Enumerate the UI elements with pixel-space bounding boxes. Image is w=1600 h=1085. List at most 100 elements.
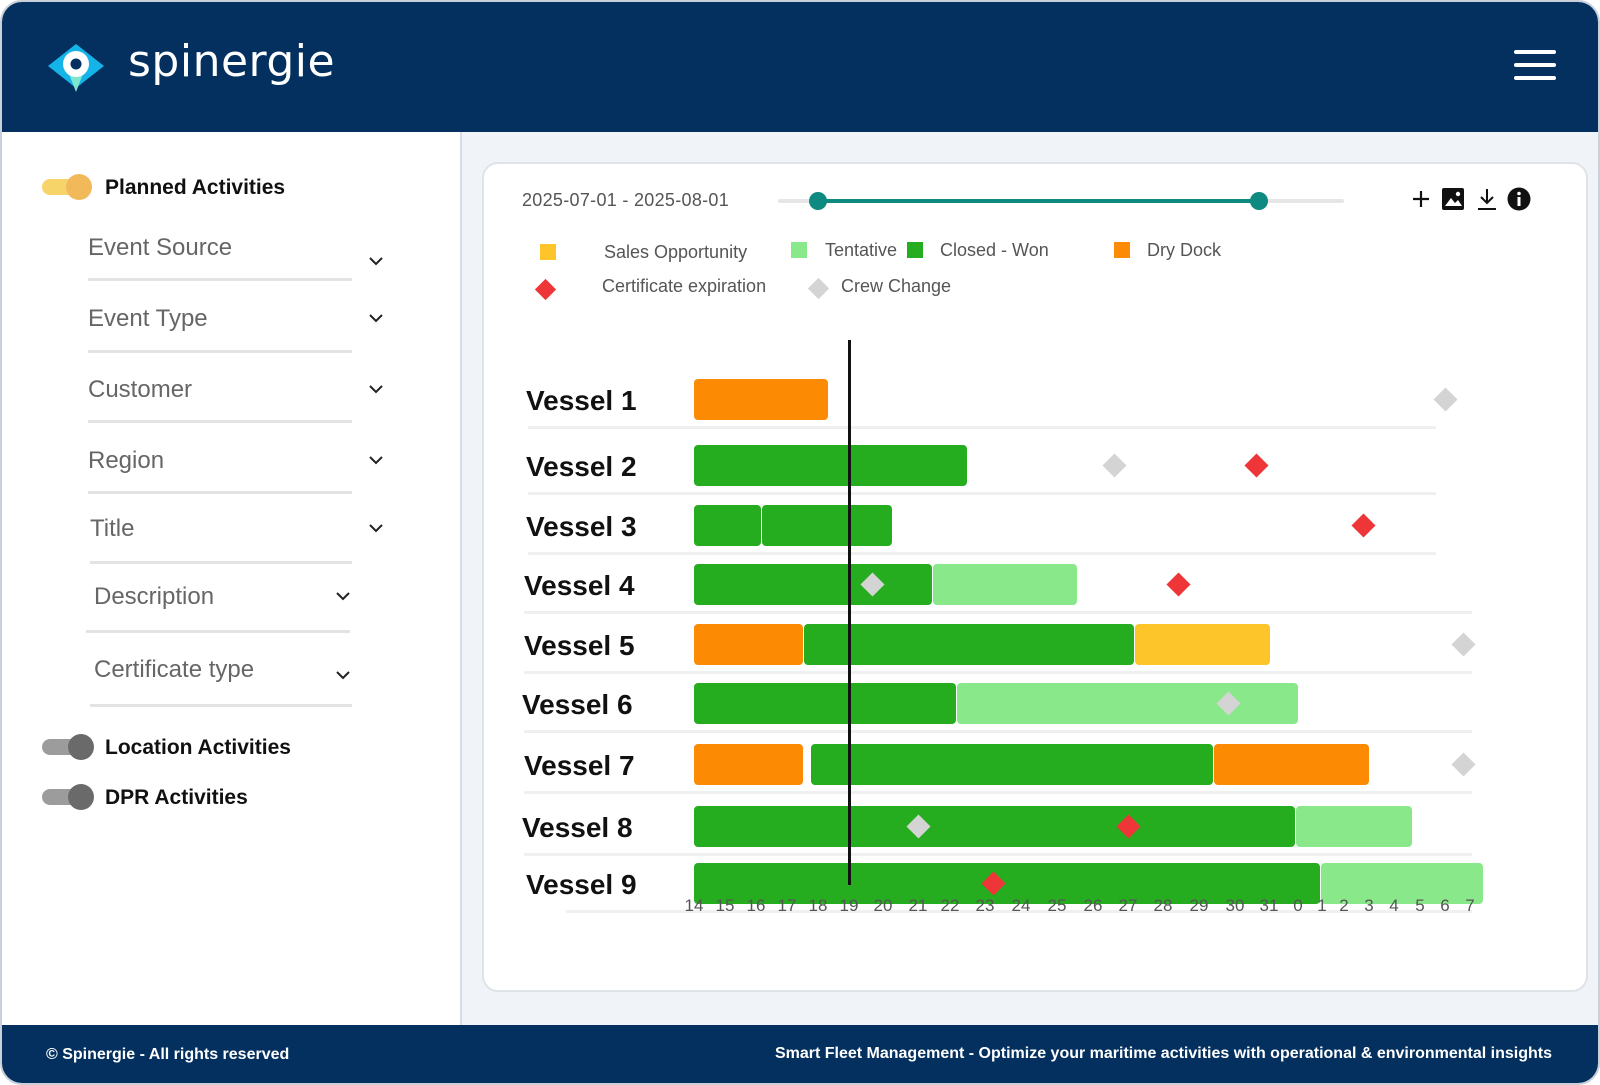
- x-axis-tick: 18: [808, 896, 828, 915]
- slider-start-handle[interactable]: [808, 192, 827, 210]
- location-activities-toggle[interactable]: [42, 734, 96, 760]
- footer-tagline: Smart Fleet Management - Optimize your m…: [774, 1045, 1552, 1062]
- today-marker-line: [847, 340, 851, 885]
- top-header: spinergie: [2, 2, 1598, 132]
- row-divider: [524, 611, 1472, 614]
- gantt-bar-dry-dock[interactable]: [694, 744, 804, 785]
- vessel-label: Vessel 7: [524, 750, 635, 781]
- gantt-bar-closed-won[interactable]: [694, 863, 1320, 904]
- filter-label: Event Source: [88, 234, 233, 261]
- gantt-bar-closed-won[interactable]: [694, 806, 1295, 847]
- legend-closed-won[interactable]: Closed - Won: [940, 240, 1049, 260]
- marker-certificate-expiration[interactable]: [1166, 572, 1191, 597]
- dpr-activities-toggle[interactable]: [42, 784, 96, 810]
- filter-event-source[interactable]: Event Source: [88, 228, 388, 281]
- footer-copyright: © Spinergie - All rights reserved: [46, 1046, 290, 1063]
- legend-crew-change[interactable]: Crew Change: [841, 276, 952, 296]
- vessel-label: Vessel 9: [526, 869, 637, 900]
- x-axis-tick: 22: [940, 896, 960, 915]
- gantt-bar-tentative[interactable]: [932, 564, 1078, 605]
- marker-certificate-expiration[interactable]: [1351, 513, 1376, 538]
- marker-certificate-expiration[interactable]: [1244, 453, 1269, 478]
- vessel-label: Vessel 3: [526, 511, 637, 542]
- gantt-card: 2025-07-01 - 2025-08-01: [482, 162, 1588, 992]
- x-axis-tick: 1: [1317, 896, 1327, 915]
- x-axis-tick: 27: [1118, 896, 1138, 915]
- marker-crew-change[interactable]: [1451, 632, 1476, 657]
- filter-region[interactable]: Region: [88, 441, 388, 494]
- gantt-bar-dry-dock[interactable]: [1213, 744, 1370, 785]
- filter-label: Title: [90, 515, 135, 542]
- brand-name: spinergie: [128, 36, 336, 87]
- filter-customer[interactable]: Customer: [88, 370, 388, 423]
- row-divider: [528, 492, 1436, 495]
- filter-label: Customer: [88, 376, 193, 403]
- gantt-bar-closed-won[interactable]: [694, 564, 932, 605]
- x-axis-tick: 2: [1339, 896, 1349, 915]
- vessel-label: Vessel 2: [526, 451, 637, 482]
- x-axis-tick: 15: [715, 896, 735, 915]
- x-axis-tick: 6: [1440, 896, 1450, 915]
- main-content: 2025-07-01 - 2025-08-01: [462, 132, 1598, 1025]
- marker-crew-change[interactable]: [1102, 453, 1127, 478]
- row-divider: [524, 791, 1472, 794]
- info-icon[interactable]: [1506, 186, 1532, 212]
- date-range-label: 2025-07-01 - 2025-08-01: [522, 190, 730, 210]
- legend-certificate-expiration[interactable]: Certificate expiration: [602, 276, 767, 296]
- row-divider: [528, 426, 1436, 429]
- filter-label: Certificate type: [94, 656, 255, 683]
- chevron-down-icon: [336, 592, 350, 601]
- slider-end-handle[interactable]: [1250, 192, 1269, 210]
- x-axis-tick: 26: [1083, 896, 1103, 915]
- marker-crew-change[interactable]: [1451, 752, 1476, 777]
- filter-event-type[interactable]: Event Type: [88, 299, 388, 353]
- vessel-label: Vessel 6: [522, 689, 633, 720]
- x-axis-tick: 25: [1047, 896, 1067, 915]
- row-divider: [524, 730, 1472, 733]
- row-divider: [524, 671, 1472, 674]
- filter-label: Description: [94, 583, 215, 610]
- x-axis-tick: 28: [1153, 896, 1173, 915]
- gantt-bar-dry-dock[interactable]: [694, 379, 829, 420]
- row-divider: [528, 552, 1436, 555]
- gantt-bar-tentative[interactable]: [957, 683, 1299, 724]
- zoom-in-plus-icon[interactable]: [1408, 186, 1434, 212]
- legend-swatch-tentative: [791, 242, 807, 258]
- chevron-down-icon: [369, 524, 383, 533]
- x-axis-tick: 5: [1415, 896, 1425, 915]
- legend-sales-opportunity[interactable]: Sales Opportunity: [604, 242, 748, 262]
- gantt-bar-tentative[interactable]: [1320, 863, 1484, 904]
- gantt-bar-closed-won[interactable]: [761, 505, 893, 546]
- gantt-bar-closed-won[interactable]: [811, 744, 1213, 785]
- date-range-slider[interactable]: [778, 192, 1344, 210]
- x-axis-tick: 16: [746, 896, 766, 915]
- vessel-label: Vessel 8: [522, 812, 633, 843]
- location-activities-label: Location Activities: [105, 736, 291, 759]
- gantt-bar-tentative[interactable]: [1295, 806, 1413, 847]
- filter-certificate-type[interactable]: Certificate type: [90, 650, 394, 707]
- image-export-icon[interactable]: [1440, 186, 1466, 212]
- gantt-bar-dry-dock[interactable]: [694, 624, 804, 665]
- planned-activities-label: Planned Activities: [105, 176, 286, 199]
- x-axis-tick: 23: [975, 896, 995, 915]
- vessel-label: Vessel 1: [526, 385, 637, 416]
- x-axis-tick: 7: [1465, 896, 1475, 915]
- gantt-bar-closed-won[interactable]: [804, 624, 1135, 665]
- x-axis-tick: 24: [1011, 896, 1031, 915]
- x-axis-tick: 17: [777, 896, 797, 915]
- x-axis-tick: 29: [1189, 896, 1209, 915]
- gantt-bar-closed-won[interactable]: [694, 505, 761, 546]
- marker-crew-change[interactable]: [1433, 387, 1458, 412]
- planned-activities-toggle[interactable]: [42, 174, 96, 200]
- legend-dry-dock[interactable]: Dry Dock: [1147, 240, 1222, 260]
- gantt-bar-closed-won[interactable]: [694, 445, 968, 486]
- gantt-bar-closed-won[interactable]: [694, 683, 957, 724]
- legend-swatch-closed-won: [907, 242, 923, 258]
- legend-tentative[interactable]: Tentative: [825, 240, 898, 260]
- gantt-bar-sales-opportunity[interactable]: [1135, 624, 1270, 665]
- hamburger-menu-icon[interactable]: [1514, 50, 1556, 82]
- filter-description[interactable]: Description: [86, 577, 394, 633]
- filter-title[interactable]: Title: [90, 509, 390, 564]
- download-icon[interactable]: [1474, 186, 1500, 212]
